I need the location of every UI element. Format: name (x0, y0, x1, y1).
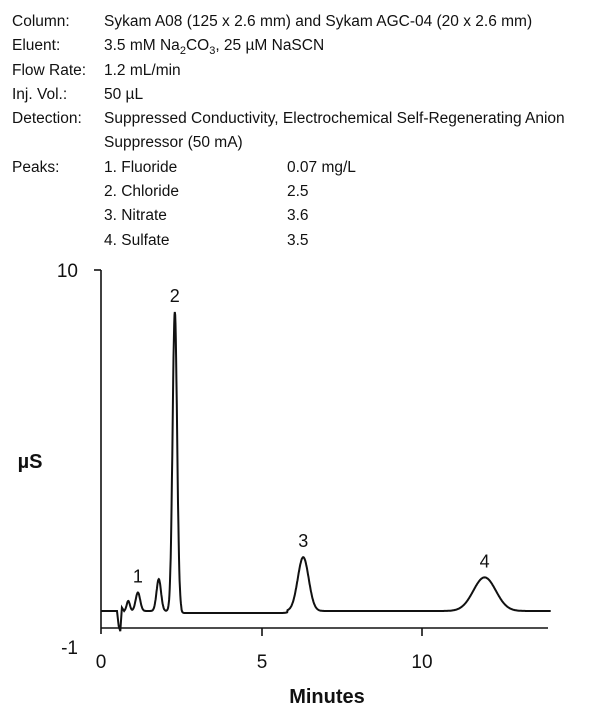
eluent-part: 3.5 mM Na (104, 37, 180, 55)
detection-label: Detection: (12, 110, 82, 128)
x-axis-label: Minutes (289, 686, 365, 708)
y-tick-label-bottom: -1 (61, 638, 78, 659)
eluent-subscript: 2 (179, 45, 186, 58)
detection-value: Suppressed Conductivity, Electrochemical… (104, 110, 565, 128)
inj-label: Inj. Vol.: (12, 85, 68, 103)
peak-conc: 0.07 mg/L (287, 158, 356, 176)
peak-label-3: 3 (298, 531, 308, 551)
x-tick-label: 5 (257, 652, 268, 673)
inj-value: 50 µL (104, 85, 144, 103)
peak-conc: 2.5 (287, 183, 309, 201)
eluent-subscript: 3 (209, 45, 216, 58)
peak-name: 2. Chloride (104, 183, 179, 201)
x-tick-label: 0 (96, 652, 107, 673)
detection-value-cont: Suppressor (50 mA) (104, 134, 243, 152)
peak-name: 1. Fluoride (104, 158, 178, 176)
eluent-value: 3.5 mM Na2CO3, 25 µM NaSCN (104, 34, 324, 63)
column-label: Column: (12, 13, 70, 30)
peak-label-1: 1 (133, 567, 143, 587)
peak-name: 4. Sulfate (104, 231, 170, 249)
flow-label: Flow Rate: (12, 61, 87, 79)
x-tick-label: 10 (411, 652, 432, 673)
y-axis-label: µS (18, 451, 43, 473)
eluent-label: Eluent: (12, 37, 61, 55)
peak-conc: 3.5 (287, 231, 309, 249)
y-tick-label-top: 10 (57, 261, 78, 282)
eluent-part: , 25 µM NaSCN (215, 37, 325, 55)
peak-label-2: 2 (170, 286, 180, 306)
chromatogram-trace (101, 311, 551, 632)
eluent-part: CO (185, 37, 210, 55)
column-value: Sykam A08 (125 x 2.6 mm) and Sykam AGC-0… (104, 13, 533, 30)
flow-value: 1.2 mL/min (104, 61, 181, 79)
peaks-label: Peaks: (12, 158, 60, 176)
peak-name: 3. Nitrate (104, 207, 167, 225)
peak-conc: 3.6 (287, 207, 309, 225)
peak-label-4: 4 (480, 551, 490, 571)
